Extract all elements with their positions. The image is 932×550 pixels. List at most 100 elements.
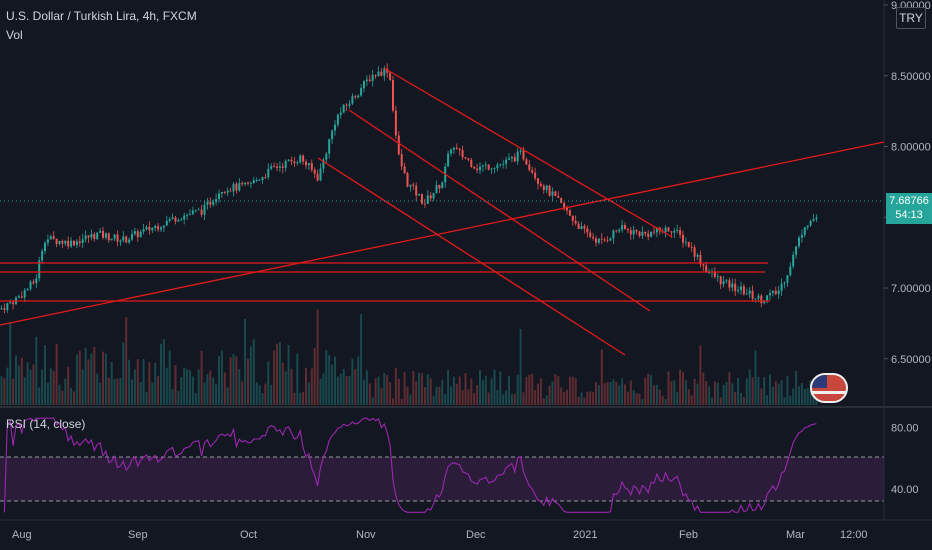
candle-body xyxy=(194,210,197,211)
volume-bar xyxy=(740,392,742,405)
price-axis[interactable]: 9.000008.500008.000007.500007.000006.500… xyxy=(884,0,931,366)
volume-bar xyxy=(197,369,200,405)
candle-body xyxy=(296,162,299,164)
volume-bar xyxy=(470,378,473,405)
volume-bar xyxy=(673,380,676,405)
volume-bar xyxy=(177,391,180,405)
candle-body xyxy=(9,302,12,304)
candle-body xyxy=(131,233,133,240)
volume-bar xyxy=(84,347,87,405)
volume-label[interactable]: Vol xyxy=(6,28,23,42)
us-flag-icon[interactable] xyxy=(810,373,848,403)
candle-body xyxy=(452,147,455,150)
candle-body xyxy=(612,230,615,239)
candle-body xyxy=(626,229,629,231)
candle-body xyxy=(615,230,618,232)
candle-body xyxy=(267,168,270,178)
candle-body xyxy=(696,254,699,257)
volume-bar xyxy=(789,395,792,405)
volume-bar xyxy=(70,387,73,405)
candle-body xyxy=(377,71,380,77)
candle-body xyxy=(363,80,365,89)
candle-body xyxy=(577,223,580,230)
volume-bar xyxy=(626,391,629,405)
candle-body xyxy=(107,233,110,241)
volume-bar xyxy=(157,376,160,405)
candle-body xyxy=(539,183,542,186)
candle-body xyxy=(81,239,84,244)
candle-body xyxy=(664,227,667,233)
rsi-tick-label: 40.00 xyxy=(891,484,919,496)
candle-body xyxy=(212,201,215,205)
volume-bar xyxy=(122,342,125,405)
volume-bar xyxy=(609,381,612,405)
volume-bar xyxy=(6,367,9,405)
candle-body xyxy=(392,79,394,111)
volume-bar xyxy=(522,392,525,405)
candle-body xyxy=(684,241,687,243)
volume-bar xyxy=(461,390,464,405)
candle-body xyxy=(508,158,510,160)
rsi-axis[interactable]: 80.00 40.00 xyxy=(891,422,919,496)
chart-title[interactable]: U.S. Dollar / Turkish Lira, 4h, FXCM xyxy=(6,9,197,23)
time-tick-label: 2021 xyxy=(573,529,597,541)
rsi-path xyxy=(3,417,817,513)
volume-bar xyxy=(800,383,803,405)
candle-body xyxy=(803,227,806,235)
candle-body xyxy=(609,238,612,241)
volume-bar xyxy=(55,344,58,405)
volume-bar xyxy=(438,386,441,405)
volume-bar xyxy=(484,375,487,405)
volume-bar xyxy=(394,368,397,405)
volume-bar xyxy=(261,393,264,405)
candle-body xyxy=(421,193,423,204)
rsi-title[interactable]: RSI (14, close) xyxy=(6,417,86,431)
volume-bar xyxy=(223,372,226,405)
currency-button[interactable]: TRY xyxy=(896,7,926,29)
volume-bar xyxy=(713,381,716,405)
candle-body xyxy=(496,164,499,169)
time-axis[interactable]: Aug Sep Oct Nov Dec 2021 Feb Mar 12:00 xyxy=(12,529,868,541)
candle-body xyxy=(728,280,731,288)
candle-body xyxy=(618,229,621,232)
volume-bar xyxy=(635,393,638,405)
volume-bar xyxy=(684,380,687,405)
volume-bar xyxy=(113,379,116,405)
volume-bar xyxy=(67,366,70,405)
candle-body xyxy=(519,150,522,152)
candle-body xyxy=(771,290,774,293)
price-tick-label: 7.00000 xyxy=(891,283,931,295)
candle-body xyxy=(757,295,760,299)
volume-bar xyxy=(165,367,168,405)
candle-body xyxy=(157,225,160,230)
candle-body xyxy=(278,166,281,168)
volume-bar xyxy=(412,371,415,405)
candle-body xyxy=(235,183,238,191)
volume-bar xyxy=(537,383,539,405)
rising-trendline xyxy=(0,141,885,326)
candle-body xyxy=(325,153,328,160)
candle-body xyxy=(180,219,183,221)
candle-body xyxy=(667,227,670,232)
volume-bar xyxy=(745,378,748,405)
volume-bar xyxy=(73,391,75,405)
volume-bar xyxy=(290,369,293,405)
volume-bar xyxy=(226,387,229,405)
volume-bar xyxy=(728,372,731,405)
volume-bar xyxy=(162,339,165,405)
volume-bar xyxy=(26,362,29,405)
candle-body xyxy=(815,217,818,220)
candle-body xyxy=(786,275,789,283)
volume-bar xyxy=(542,398,545,405)
volume-bar xyxy=(531,373,534,405)
candle-body xyxy=(307,163,310,166)
volume-bar xyxy=(586,391,589,405)
volume-bar xyxy=(763,377,766,405)
volume-bar xyxy=(400,398,403,405)
candle-body xyxy=(531,170,534,173)
volume-bar xyxy=(760,388,763,405)
candle-body xyxy=(705,265,708,273)
volume-bar xyxy=(154,362,157,405)
candle-body xyxy=(55,238,58,245)
